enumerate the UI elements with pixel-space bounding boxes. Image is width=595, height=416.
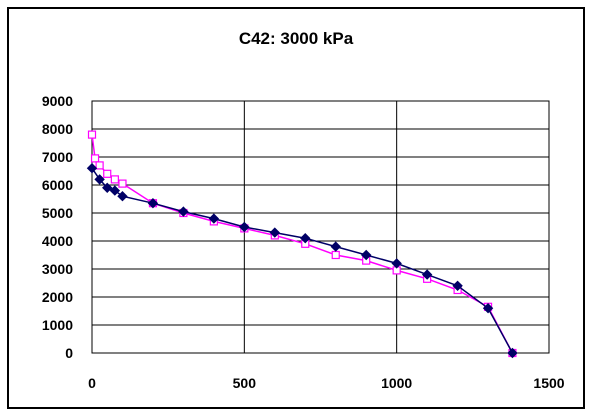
data-point-diamond	[109, 185, 121, 196]
y-tick-label: 4000	[42, 233, 73, 249]
chart-title: C42: 3000 kPa	[238, 29, 354, 48]
y-tick-label: 5000	[42, 205, 73, 221]
data-point-diamond	[94, 174, 105, 185]
data-point-diamond	[86, 162, 98, 174]
y-tick-label: 3000	[42, 261, 73, 277]
chart-frame: C42: 3000 kPa	[7, 7, 585, 409]
data-point-diamond	[300, 232, 311, 244]
data-point-diamond	[391, 258, 402, 269]
data-point-diamond	[507, 347, 518, 359]
x-tick-label: 1000	[381, 375, 412, 391]
data-point-diamond	[102, 182, 113, 194]
y-tick-label: 8000	[42, 121, 73, 137]
x-tick-label: 500	[233, 375, 257, 391]
data-point-square	[118, 179, 127, 188]
y-tick-label: 1000	[42, 317, 73, 333]
data-point-diamond	[147, 197, 159, 209]
data-point-square	[87, 130, 97, 139]
plot-area-border	[91, 100, 550, 354]
data-point-diamond	[360, 249, 372, 261]
data-point-diamond	[330, 241, 341, 252]
data-point-square	[95, 161, 104, 170]
data-point-diamond	[421, 269, 433, 280]
y-tick-label: 2000	[42, 289, 73, 305]
data-point-diamond	[269, 227, 281, 238]
data-point-square	[331, 250, 340, 260]
data-point-diamond	[482, 302, 494, 314]
data-point-square	[90, 154, 100, 163]
y-tick-label: 0	[65, 345, 73, 361]
y-tick-label: 9000	[42, 93, 73, 109]
data-point-diamond	[178, 206, 189, 217]
y-tick-label: 6000	[42, 177, 73, 193]
data-point-diamond	[208, 213, 220, 224]
data-point-square	[103, 169, 112, 178]
data-point-diamond	[452, 280, 463, 292]
data-point-diamond	[239, 221, 250, 233]
data-point-square	[110, 175, 119, 184]
y-tick-label: 7000	[42, 149, 73, 165]
data-point-diamond	[117, 190, 128, 202]
x-tick-label: 1500	[533, 375, 564, 391]
x-tick-label: 0	[88, 375, 96, 391]
